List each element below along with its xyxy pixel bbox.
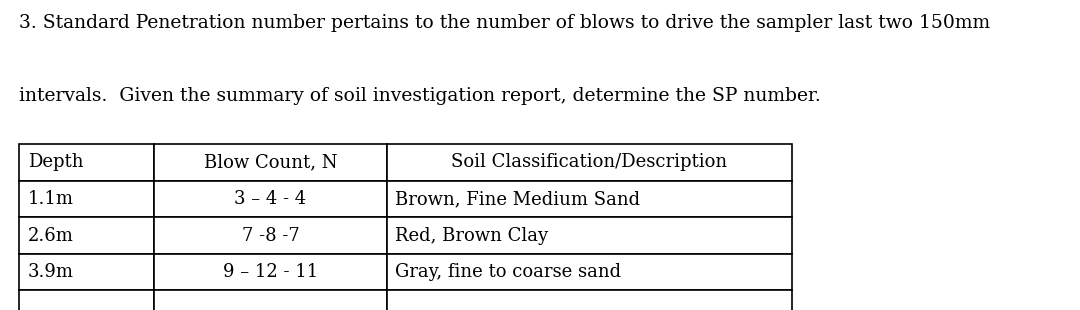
Bar bbox=[19, 217, 154, 254]
Bar bbox=[387, 290, 792, 310]
Bar bbox=[154, 254, 387, 290]
Text: Red, Brown Clay: Red, Brown Clay bbox=[395, 227, 549, 245]
Bar bbox=[154, 181, 387, 217]
Text: 7 -8 -7: 7 -8 -7 bbox=[242, 227, 299, 245]
Bar bbox=[19, 144, 154, 181]
Text: Depth: Depth bbox=[28, 153, 83, 171]
Text: 9 – 12 - 11: 9 – 12 - 11 bbox=[222, 263, 319, 281]
Text: 3. Standard Penetration number pertains to the number of blows to drive the samp: 3. Standard Penetration number pertains … bbox=[19, 14, 990, 32]
Bar bbox=[19, 254, 154, 290]
Text: intervals.  Given the summary of soil investigation report, determine the SP num: intervals. Given the summary of soil inv… bbox=[19, 87, 821, 105]
Bar bbox=[154, 290, 387, 310]
Bar bbox=[154, 217, 387, 254]
Bar bbox=[387, 217, 792, 254]
Text: Soil Classification/Description: Soil Classification/Description bbox=[451, 153, 727, 171]
Text: 2.6m: 2.6m bbox=[28, 227, 73, 245]
Text: 3.9m: 3.9m bbox=[28, 263, 75, 281]
Bar bbox=[19, 181, 154, 217]
Bar bbox=[387, 254, 792, 290]
Bar bbox=[387, 144, 792, 181]
Bar bbox=[19, 290, 154, 310]
Text: Gray, fine to coarse sand: Gray, fine to coarse sand bbox=[395, 263, 621, 281]
Text: 3 – 4 - 4: 3 – 4 - 4 bbox=[234, 190, 307, 208]
Text: Blow Count, N: Blow Count, N bbox=[204, 153, 337, 171]
Text: 1.1m: 1.1m bbox=[28, 190, 75, 208]
Text: Brown, Fine Medium Sand: Brown, Fine Medium Sand bbox=[395, 190, 640, 208]
Bar bbox=[154, 144, 387, 181]
Bar bbox=[387, 181, 792, 217]
